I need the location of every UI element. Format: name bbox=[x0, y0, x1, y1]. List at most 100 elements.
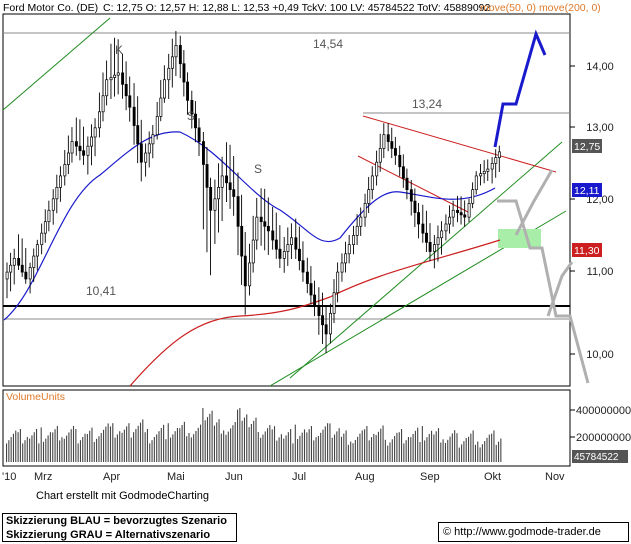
candle-body bbox=[105, 79, 109, 97]
candle-body bbox=[82, 150, 86, 156]
volume-bar bbox=[368, 440, 370, 462]
candle-body bbox=[409, 189, 413, 202]
candle-body bbox=[433, 244, 436, 252]
candle-body bbox=[294, 237, 298, 250]
candle-body bbox=[251, 239, 255, 264]
y-tick-label: 13,00 bbox=[586, 122, 614, 134]
volume-bar bbox=[220, 433, 222, 462]
candle-body bbox=[482, 170, 486, 174]
volume-bar bbox=[56, 426, 58, 462]
volume-bar bbox=[465, 438, 467, 462]
candle-body bbox=[405, 177, 409, 191]
volume-bar bbox=[370, 437, 373, 462]
label-k: K bbox=[115, 43, 123, 57]
candle-body bbox=[47, 209, 51, 223]
volume-bar bbox=[202, 408, 204, 462]
volume-bar bbox=[188, 433, 190, 462]
volume-bar bbox=[116, 434, 118, 462]
volume-bar bbox=[498, 441, 500, 462]
volume-bar bbox=[181, 425, 183, 462]
candle-body bbox=[116, 72, 120, 76]
candle-body bbox=[497, 151, 501, 158]
volume-bar bbox=[424, 440, 426, 462]
volume-bar bbox=[179, 428, 181, 462]
volume-bar bbox=[352, 443, 354, 462]
volume-bar bbox=[103, 429, 105, 462]
volume-bar bbox=[206, 417, 209, 462]
trendline-green-main bbox=[289, 141, 563, 379]
volume-bar bbox=[366, 426, 368, 462]
volume-bar bbox=[10, 437, 12, 462]
volume-bar bbox=[417, 427, 419, 462]
candle-body bbox=[101, 95, 105, 113]
volume-bar bbox=[488, 434, 490, 462]
volume-bar bbox=[350, 441, 352, 462]
candle-body bbox=[163, 79, 166, 99]
volume-bar bbox=[246, 414, 248, 462]
candle-body bbox=[217, 187, 221, 200]
copyright-box: © http://www.godmode-trader.de bbox=[438, 522, 629, 542]
candle-body bbox=[486, 168, 490, 172]
candle-body bbox=[471, 189, 475, 204]
volume-bar bbox=[373, 434, 375, 462]
volume-bar bbox=[470, 433, 472, 462]
volume-bar bbox=[329, 423, 331, 462]
level-label-10-41: 10,41 bbox=[86, 284, 116, 298]
volume-bar bbox=[292, 443, 294, 462]
volume-bar bbox=[17, 432, 19, 462]
volume-bar bbox=[315, 437, 317, 462]
volume-bar bbox=[331, 437, 333, 462]
volume-bar bbox=[186, 436, 188, 462]
candle-body bbox=[417, 212, 421, 225]
volume-bar bbox=[241, 420, 243, 462]
candle-body bbox=[220, 175, 224, 188]
candle-body bbox=[474, 175, 478, 191]
candle-body bbox=[40, 232, 44, 245]
volume-bar bbox=[40, 427, 42, 462]
volume-bar bbox=[82, 437, 84, 462]
volume-bar bbox=[250, 424, 252, 462]
close-price-tag bbox=[572, 139, 602, 153]
volume-bar bbox=[276, 440, 278, 462]
candle-body bbox=[43, 221, 47, 234]
volume-bar bbox=[322, 429, 324, 462]
candle-body bbox=[24, 271, 28, 280]
y-tick-label: 10,00 bbox=[586, 349, 614, 361]
candle-body bbox=[290, 237, 293, 245]
volume-bar bbox=[364, 429, 366, 462]
candle-body bbox=[329, 312, 332, 335]
volume-bar bbox=[213, 425, 215, 462]
price-panel-frame bbox=[2, 13, 571, 387]
candle-body bbox=[17, 258, 21, 266]
volume-bar bbox=[163, 424, 165, 462]
volume-bar bbox=[121, 432, 123, 462]
candle-body bbox=[12, 258, 16, 266]
quote-line: C: 12,75 O: 12,57 H: 12,88 L: 12,53 +0,4… bbox=[103, 2, 490, 14]
candle-body bbox=[274, 239, 278, 250]
candle-body bbox=[425, 232, 428, 243]
volume-bar bbox=[172, 434, 174, 462]
candle-body bbox=[55, 187, 59, 200]
candle-body bbox=[359, 216, 363, 227]
volume-bar bbox=[287, 432, 289, 462]
copyright-link[interactable]: http://www.godmode-trader.de bbox=[454, 526, 601, 538]
candle-body bbox=[132, 106, 136, 126]
volume-bar bbox=[396, 432, 398, 462]
ma50-price-tag-text: 12,11 bbox=[574, 185, 600, 197]
volume-bar bbox=[33, 432, 35, 462]
x-tick-label: Apr bbox=[103, 471, 120, 483]
candle-body bbox=[301, 260, 305, 273]
candle-body bbox=[205, 164, 209, 188]
volume-bar bbox=[273, 426, 276, 462]
volume-bar bbox=[382, 425, 384, 462]
resistance-line-red-upper bbox=[362, 115, 557, 173]
volume-bar bbox=[151, 440, 153, 462]
candle-body bbox=[186, 81, 189, 101]
volume-bar bbox=[89, 430, 91, 462]
volume-bar bbox=[449, 436, 451, 462]
x-axis: '10 Mrz Apr Mai Jun Jul Aug Sep Okt Nov bbox=[2, 471, 565, 483]
volume-bar bbox=[375, 435, 377, 462]
candle-body bbox=[263, 221, 267, 227]
volume-bar bbox=[421, 426, 423, 462]
